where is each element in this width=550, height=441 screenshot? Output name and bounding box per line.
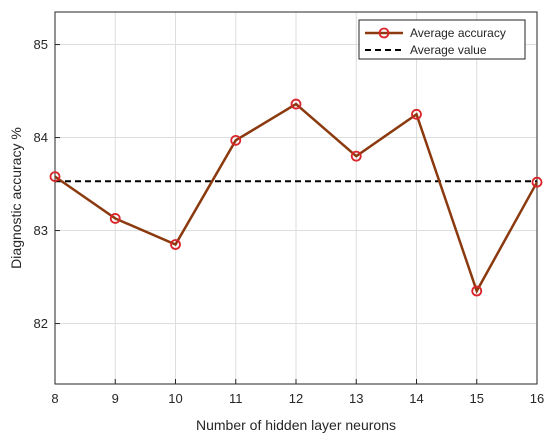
data-point-marker [49,171,61,183]
average-accuracy-line [54,102,539,295]
data-point-marker [350,150,362,162]
data-point-marker [471,285,483,297]
legend-accuracy-marker [378,27,390,39]
x-tick-label: 16 [530,391,544,406]
data-point-marker [230,134,242,146]
x-axis-ticks: 8 9 10 11 12 13 14 15 16 [51,379,544,406]
y-tick-label: 84 [34,130,48,145]
y-tick-label: 83 [34,223,48,238]
data-point-marker [411,108,422,120]
data-point-marker [531,176,543,188]
legend: Average accuracy Average value [358,19,526,60]
x-tick-label: 9 [112,391,119,406]
legend-accuracy-label: Average accuracy [410,26,506,40]
y-axis-ticks: 82 83 84 85 [34,37,60,331]
data-point-markers [49,98,543,297]
y-axis-label: Diagnostic accuracy % [8,127,24,269]
x-tick-label: 13 [349,391,363,406]
y-tick-label: 82 [34,316,48,331]
legend-average-label: Average value [410,43,487,57]
x-tick-label: 11 [229,391,243,406]
data-point-marker [290,98,302,110]
legend-box [358,19,526,60]
x-tick-label: 15 [470,391,484,406]
y-tick-label: 85 [34,37,48,52]
x-tick-label: 8 [51,391,58,406]
x-axis-label: Number of hidden layer neurons [196,417,396,433]
x-tick-label: 10 [168,391,182,406]
data-point-marker [170,239,181,250]
data-point-marker [109,213,121,224]
x-tick-label: 14 [409,391,423,406]
x-tick-label: 12 [289,391,303,406]
